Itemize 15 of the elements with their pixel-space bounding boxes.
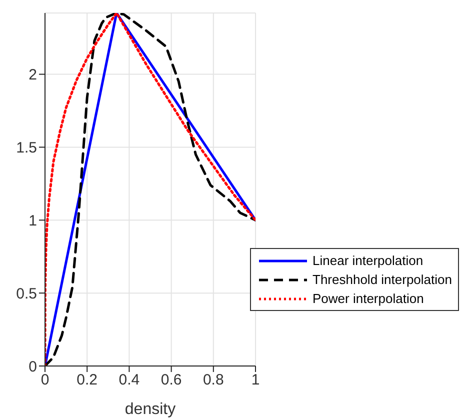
legend-label: Linear interpolation [312,253,424,268]
x-tick-label: 0.8 [202,372,224,389]
legend-label: Power interpolation [312,291,424,306]
y-tick-label: 1 [28,212,37,230]
x-tick-label: 0 [40,372,50,389]
x-tick-label: 0.6 [160,372,182,389]
legend-label: Threshhold interpolation [312,272,452,287]
y-tick-label: 0 [28,358,37,376]
x-tick-label: 0.2 [76,372,98,389]
y-tick-label: 1.5 [16,140,37,157]
x-axis-title: density [124,401,176,418]
y-tick-label: 2 [28,66,37,84]
y-tick-label: 0.5 [16,285,37,302]
x-tick-label: 0.4 [118,372,140,389]
x-tick-label: 1 [251,372,260,389]
